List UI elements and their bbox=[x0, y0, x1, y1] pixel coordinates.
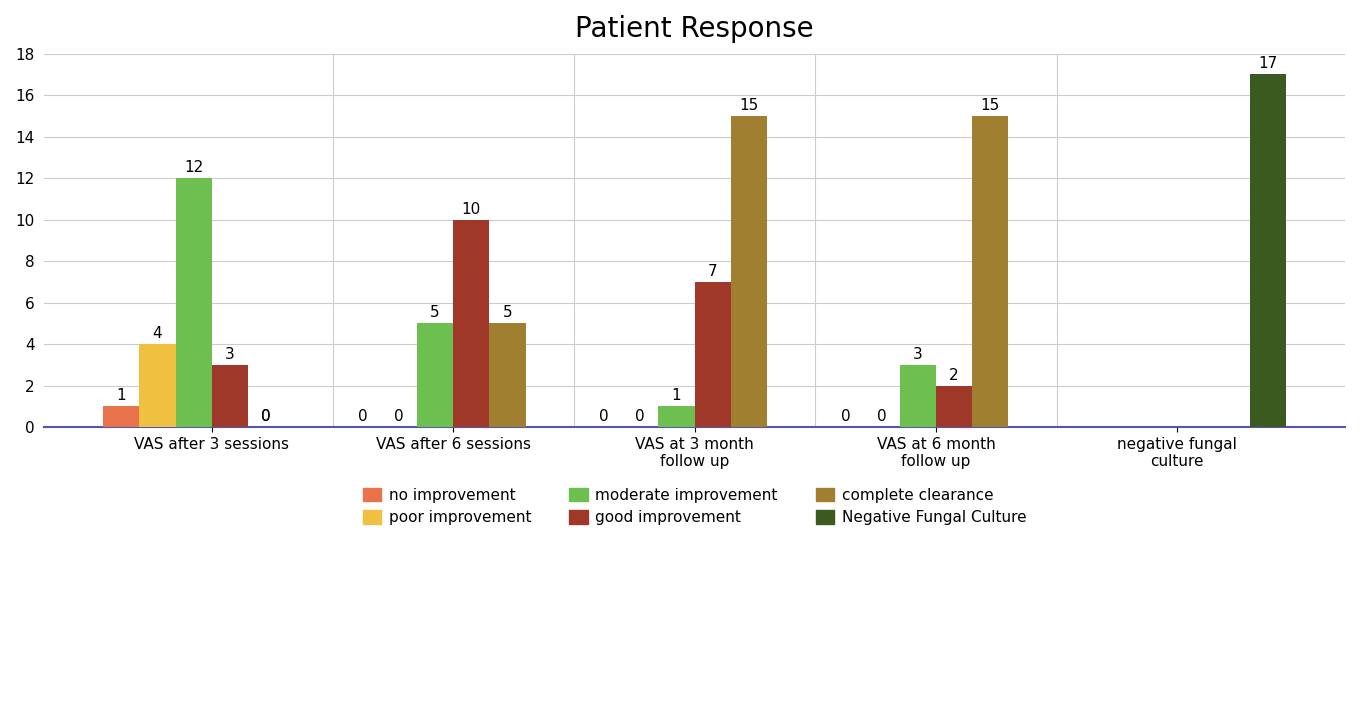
Text: 1: 1 bbox=[117, 388, 126, 404]
Bar bbox=[695, 282, 730, 428]
Title: Patient Response: Patient Response bbox=[575, 15, 813, 43]
Bar bbox=[212, 365, 248, 428]
Text: 3: 3 bbox=[224, 347, 235, 362]
Text: 15: 15 bbox=[740, 98, 759, 113]
Text: 0: 0 bbox=[394, 409, 404, 424]
Text: 1: 1 bbox=[672, 388, 681, 404]
Text: 12: 12 bbox=[184, 160, 204, 175]
Text: 0: 0 bbox=[840, 409, 850, 424]
Bar bbox=[936, 385, 972, 428]
Text: 0: 0 bbox=[600, 409, 609, 424]
Text: 5: 5 bbox=[430, 305, 439, 320]
Bar bbox=[103, 406, 140, 428]
Bar bbox=[730, 116, 767, 428]
Text: 0: 0 bbox=[635, 409, 645, 424]
Bar bbox=[453, 220, 490, 428]
Bar bbox=[972, 116, 1008, 428]
Bar bbox=[658, 406, 695, 428]
Text: 0: 0 bbox=[261, 409, 271, 424]
Bar bbox=[900, 365, 936, 428]
Text: 5: 5 bbox=[503, 305, 513, 320]
Bar bbox=[418, 324, 453, 428]
Bar bbox=[1250, 74, 1285, 428]
Text: 10: 10 bbox=[461, 201, 481, 216]
Text: 2: 2 bbox=[949, 368, 959, 383]
Legend: no improvement, poor improvement, moderate improvement, good improvement, comple: no improvement, poor improvement, modera… bbox=[356, 482, 1032, 531]
Text: 4: 4 bbox=[152, 326, 162, 341]
Text: 15: 15 bbox=[981, 98, 1000, 113]
Bar bbox=[175, 178, 212, 428]
Text: 7: 7 bbox=[707, 264, 718, 279]
Text: 3: 3 bbox=[913, 347, 922, 362]
Text: 17: 17 bbox=[1258, 56, 1277, 72]
Bar bbox=[140, 344, 175, 428]
Bar bbox=[490, 324, 525, 428]
Text: 0: 0 bbox=[877, 409, 887, 424]
Text: 0: 0 bbox=[261, 409, 271, 424]
Text: 0: 0 bbox=[358, 409, 367, 424]
